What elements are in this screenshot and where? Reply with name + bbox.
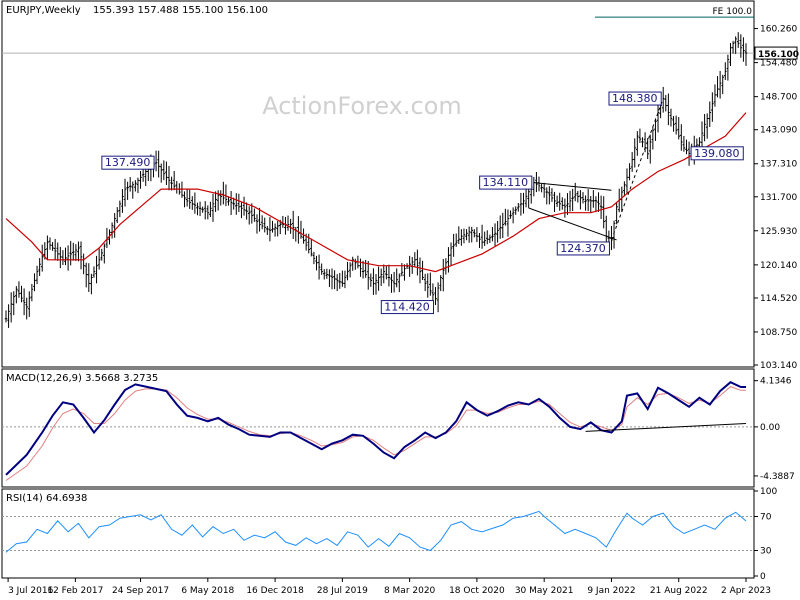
price-ytick-label: 154.480 <box>760 59 797 69</box>
price-trendline <box>533 182 612 191</box>
price-ytick-label: 120.140 <box>760 261 797 271</box>
price-annotation-box <box>101 155 155 170</box>
price-annotation-label: 114.420 <box>384 301 430 314</box>
x-tick-label: 8 Mar 2020 <box>384 586 436 596</box>
pane-frame-2 <box>1 488 755 579</box>
price-ytick-label: 131.700 <box>760 193 797 203</box>
macd-ytick-label: -4.3887 <box>760 472 795 482</box>
price-annotation-box <box>608 91 662 106</box>
price-ytick-label: 148.700 <box>760 93 797 103</box>
pane-frame-0 <box>1 0 755 368</box>
macd-header: MACD(12,26,9) 3.5668 3.2735 <box>6 373 158 384</box>
rsi-ytick-label: 0 <box>760 572 766 582</box>
watermark: ActionForex.com <box>262 92 462 120</box>
price-annotation-box <box>479 175 533 190</box>
price-ytick-label: 137.310 <box>760 160 797 170</box>
price-ytick-label: 114.520 <box>760 294 797 304</box>
macd-ytick-label: 4.1346 <box>760 377 792 387</box>
price-annotation-label: 139.080 <box>694 147 740 160</box>
x-tick-label: 28 Jul 2019 <box>317 586 368 596</box>
macd-trendline <box>585 423 747 432</box>
macd-ytick-label: 0.00 <box>760 423 780 433</box>
price-ytick-label: 108.750 <box>760 328 797 338</box>
price-header-title: EURJPY,Weekly <box>6 5 81 16</box>
rsi-ytick-label: 100 <box>760 487 777 497</box>
price-ytick-label: 103.140 <box>760 361 797 371</box>
price-header-ohlc: 155.393 157.488 155.100 156.100 <box>93 5 268 16</box>
last-price-tag <box>754 46 798 60</box>
price-annotation-box <box>556 241 610 256</box>
rsi-header: RSI(14) 64.6938 <box>6 493 87 504</box>
price-annotation-box <box>690 146 744 161</box>
price-annotation-label: 148.380 <box>612 92 658 105</box>
price-dashed-line <box>610 98 664 241</box>
last-price-label: 156.100 <box>758 50 799 60</box>
price-ytick-label: 143.090 <box>760 126 797 136</box>
macd-series-macd <box>5 381 746 476</box>
price-trendline <box>528 207 617 241</box>
price-annotation-label: 124.370 <box>560 242 606 255</box>
x-tick-label: 12 Feb 2017 <box>47 586 103 596</box>
rsi-series <box>5 510 747 553</box>
price-annotation-label: 137.490 <box>105 156 151 169</box>
rsi-ytick-label: 30 <box>760 547 772 557</box>
price-annotation-label: 134.110 <box>483 176 529 189</box>
price-annotation-box <box>380 300 435 315</box>
pane-frame-1 <box>1 368 755 488</box>
price-ytick-label: 125.930 <box>760 227 797 237</box>
macd-series-signal <box>5 386 746 481</box>
fe-label: FE 100.0 <box>713 7 753 17</box>
x-tick-label: 2 Apr 2023 <box>721 586 771 596</box>
x-tick-label: 18 Oct 2020 <box>449 586 505 596</box>
x-tick-label: 16 Dec 2018 <box>246 586 304 596</box>
x-tick-label: 3 Jul 2016 <box>8 586 53 596</box>
x-tick-label: 24 Sep 2017 <box>112 586 169 596</box>
x-tick-label: 21 Aug 2022 <box>650 586 708 596</box>
price-ytick-label: 160.260 <box>760 25 797 35</box>
x-tick-label: 6 May 2018 <box>181 586 234 596</box>
rsi-ytick-label: 70 <box>760 513 772 523</box>
x-tick-label: 30 May 2021 <box>515 586 574 596</box>
x-tick-label: 9 Jan 2022 <box>587 586 635 596</box>
